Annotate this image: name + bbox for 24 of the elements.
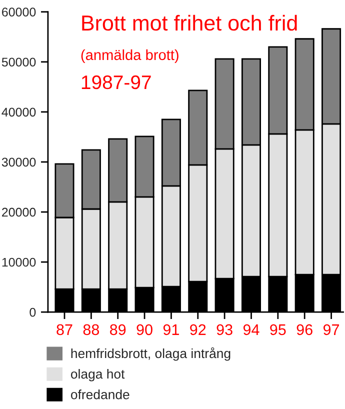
chart-title: Brott mot frihet och frid (82, 14, 297, 31)
legend-label: ofredande (70, 390, 130, 400)
y-tick-label: 40000 (2, 108, 36, 117)
x-tick-label: 93 (216, 324, 232, 336)
x-tick-label: 91 (163, 324, 179, 336)
y-tick-label: 60000 (2, 8, 36, 17)
x-tick-label: 94 (243, 324, 260, 336)
x-tick-label: 92 (190, 324, 206, 336)
text: (anmälda brott) (81, 49, 178, 63)
x-tick-label: 95 (270, 324, 286, 336)
x-tick-label: 97 (323, 324, 339, 336)
x-tick-label: 89 (110, 324, 126, 336)
legend-label: hemfridsbrott, olaga intrång (71, 347, 230, 361)
x-tick-label: 87 (56, 324, 72, 336)
legend-label: olaga hot (70, 368, 125, 382)
x-tick-label: 90 (136, 324, 152, 336)
y-tick-label: 10000 (2, 258, 36, 267)
y-tick-label: 50000 (2, 58, 36, 67)
annotation: 1987-97 (82, 75, 151, 90)
y-tick-label: 20000 (2, 208, 36, 217)
y-tick-label: 30000 (2, 158, 36, 167)
y-tick-label: 0 (30, 308, 36, 317)
x-tick-label: 96 (296, 324, 312, 336)
x-tick-label: 88 (83, 324, 100, 336)
